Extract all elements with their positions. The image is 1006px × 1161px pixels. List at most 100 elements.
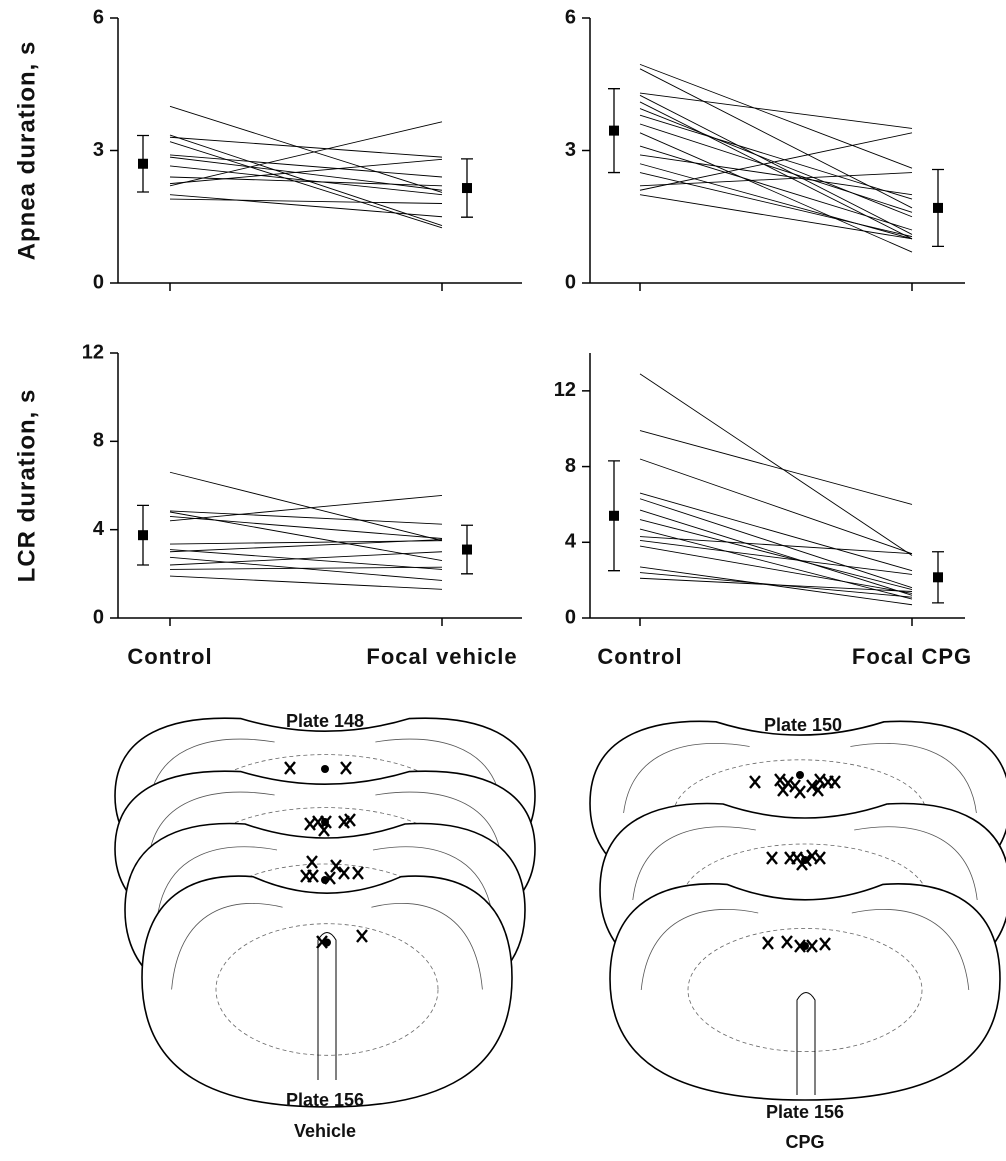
injection-site <box>356 929 368 943</box>
subject-line <box>639 172 913 238</box>
subject-line <box>639 430 913 505</box>
section-dashed <box>215 923 439 1056</box>
subject-line <box>639 577 913 592</box>
section-inner <box>371 902 483 990</box>
section-inner <box>851 908 970 991</box>
subject-line <box>169 515 443 539</box>
subject-line <box>169 165 443 196</box>
x-tick-label: Focal CPG <box>852 644 972 669</box>
canal <box>321 765 329 773</box>
injection-site <box>806 779 818 793</box>
subject-line <box>169 121 443 187</box>
y-tick-label: 8 <box>565 455 576 477</box>
y-tick-label: 12 <box>554 379 576 401</box>
subject-line <box>169 551 443 566</box>
subject-line <box>639 519 913 591</box>
plate-label: Plate 148 <box>286 711 364 731</box>
plate-label: Plate 156 <box>286 1090 364 1110</box>
injection-site <box>324 871 336 885</box>
y-tick-label: 0 <box>565 271 576 293</box>
section-inner <box>372 846 494 921</box>
y-tick-label: 8 <box>93 430 104 452</box>
subject-line <box>639 536 913 555</box>
section-inner <box>796 992 816 1095</box>
injection-site <box>344 813 356 827</box>
mean-marker <box>138 158 148 169</box>
injection-site <box>352 866 364 880</box>
mean-marker <box>609 510 619 521</box>
subject-line <box>639 145 913 231</box>
subject-line <box>169 194 443 218</box>
y-tick-label: 6 <box>565 6 576 28</box>
subject-line <box>169 494 443 522</box>
subject-line <box>639 63 913 169</box>
subject-line <box>639 92 913 129</box>
section-inner <box>317 932 337 1080</box>
subject-line <box>169 549 443 570</box>
mean-marker <box>609 125 619 136</box>
injection-site <box>777 783 789 797</box>
section-dashed <box>687 928 923 1053</box>
mean-marker <box>462 183 472 194</box>
subject-line <box>169 510 443 525</box>
y-axis-label: LCR duration, s <box>13 389 40 583</box>
subject-line <box>639 545 913 594</box>
injection-site <box>320 815 332 829</box>
y-tick-label: 0 <box>93 271 104 293</box>
subject-line <box>169 471 443 542</box>
injection-site <box>762 936 774 950</box>
subject-line <box>639 458 913 555</box>
subject-line <box>639 194 913 240</box>
subject-line <box>639 539 913 575</box>
y-tick-label: 0 <box>565 606 576 628</box>
group-label: CPG <box>785 1132 824 1152</box>
subject-line <box>639 108 913 218</box>
injection-site <box>794 785 806 799</box>
y-tick-label: 3 <box>93 139 104 161</box>
subject-line <box>639 132 913 191</box>
injection-site <box>749 775 761 789</box>
injection-site <box>306 855 318 869</box>
subject-line <box>169 158 443 185</box>
injection-site <box>774 773 786 787</box>
canal <box>796 771 804 779</box>
subject-line <box>169 105 443 193</box>
subject-line <box>169 176 443 187</box>
section-inner <box>156 846 278 921</box>
subject-line <box>639 154 913 196</box>
y-tick-label: 3 <box>565 139 576 161</box>
plate-label: Plate 156 <box>766 1102 844 1122</box>
injection-site <box>318 823 330 837</box>
x-tick-label: Control <box>127 644 212 669</box>
subject-line <box>639 101 913 240</box>
subject-line <box>639 94 913 235</box>
injection-site <box>794 939 806 953</box>
section-inner <box>850 742 977 814</box>
section-outline <box>141 875 513 1108</box>
y-tick-label: 0 <box>93 606 104 628</box>
subject-line <box>639 373 913 556</box>
subject-line <box>169 575 443 590</box>
y-tick-label: 4 <box>565 531 577 553</box>
subject-line <box>169 136 443 158</box>
subject-line <box>639 566 913 606</box>
section-inner <box>375 791 502 859</box>
subject-line <box>639 492 913 572</box>
subject-line <box>639 132 913 253</box>
section-inner <box>854 826 978 901</box>
subject-line <box>169 154 443 178</box>
injection-site <box>796 857 808 871</box>
mean-marker <box>933 202 943 213</box>
subject-line <box>639 509 913 596</box>
y-tick-label: 6 <box>93 6 104 28</box>
section-inner <box>171 902 283 990</box>
injection-site <box>781 935 793 949</box>
subject-line <box>639 114 913 200</box>
subject-line <box>169 539 443 553</box>
section-inner <box>632 826 756 901</box>
group-label: Vehicle <box>294 1121 356 1141</box>
subject-line <box>639 68 913 209</box>
subject-line <box>169 566 443 570</box>
plate-label: Plate 150 <box>764 715 842 735</box>
